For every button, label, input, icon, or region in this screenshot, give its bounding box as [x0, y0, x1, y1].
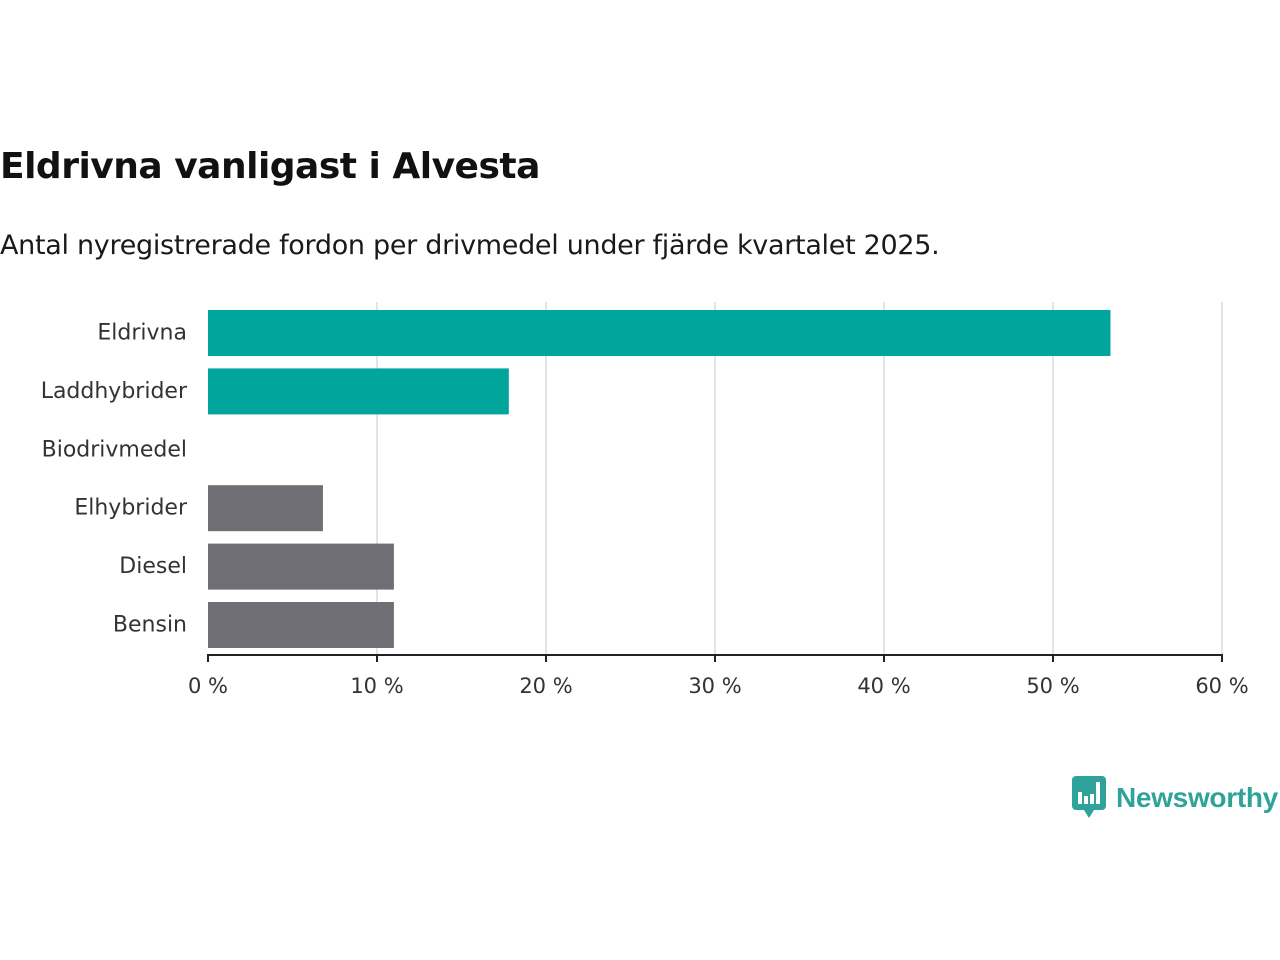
x-tick-label-1: 10 % [350, 674, 403, 698]
category-labels: Eldrivna Laddhybrider Biodrivmedel Elhybrid… [41, 321, 188, 638]
bar-5 [208, 602, 394, 648]
grid-lines [376, 302, 1223, 655]
category-label-3: Elhybrider [74, 496, 188, 521]
category-label-1: Laddhybrider [41, 379, 188, 404]
x-tick-label-2: 20 % [519, 674, 572, 698]
bar-3 [208, 485, 323, 532]
logo-text: Newsworthy [1116, 782, 1278, 813]
x-tick-label-4: 40 % [857, 674, 910, 698]
x-tick-label-5: 50 % [1026, 674, 1079, 698]
chart-title: Eldrivna vanligast i Alvesta [0, 146, 540, 187]
x-tick-label-0: 0 % [188, 674, 228, 698]
bar-chart-logo-icon [1072, 776, 1106, 818]
category-label-2: Biodrivmedel [42, 437, 187, 462]
chart-subtitle: Antal nyregistrerade fordon per drivmede… [0, 230, 940, 261]
x-tick-label-3: 30 % [688, 674, 741, 698]
bar-0 [208, 310, 1111, 356]
category-label-5: Bensin [113, 613, 187, 638]
x-axis: 0 % 10 % 20 % 30 % 40 % 50 % 60 % [188, 654, 1249, 698]
category-label-0: Eldrivna [97, 321, 187, 346]
category-label-4: Diesel [119, 554, 187, 579]
bars [208, 310, 1111, 648]
bar-1 [208, 368, 509, 415]
newsworthy-logo: Newsworthy [1072, 776, 1278, 820]
bar-4 [208, 543, 394, 590]
x-tick-label-6: 60 % [1195, 674, 1248, 698]
